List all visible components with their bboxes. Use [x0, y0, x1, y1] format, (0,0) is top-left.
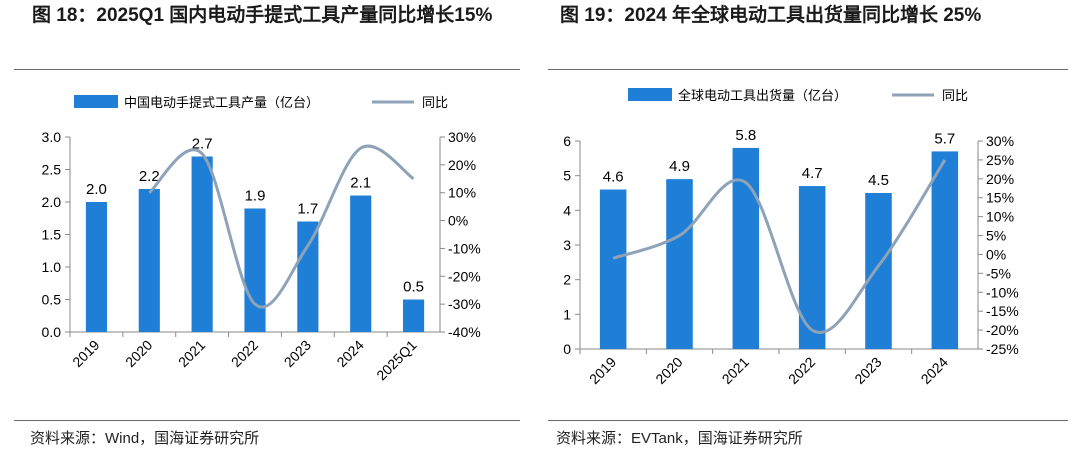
- figure-18-bar-value-label: 1.7: [297, 201, 318, 218]
- figure-18-bar-value-label: 1.9: [245, 188, 266, 205]
- figure-18-legend-bar-label: 中国电动手提式工具产量（亿台）: [124, 95, 319, 110]
- figure-19-chart: 全球电动工具出货量（亿台） 同比 0 1 2 3 4 5 6 -25% -20% -15% -10% -5…: [563, 88, 1019, 387]
- figure-19-top-rule: [548, 69, 1068, 70]
- figure-19-y-left-tick-label: 4: [563, 202, 571, 218]
- figure-18-x-tick-label: 2020: [122, 337, 155, 370]
- figure-19-y-right-tick-label: 20%: [986, 171, 1014, 187]
- figure-18-y-right-tick-label: 20%: [448, 157, 476, 173]
- figure-19-legend-bar-swatch: [628, 88, 672, 101]
- figure-18-bar: [85, 202, 107, 332]
- figure-19-y-left-tick-label: 1: [563, 306, 571, 322]
- figure-19-bar: [865, 193, 892, 349]
- figure-19-y-left-tick-label: 6: [563, 133, 571, 149]
- figure-19-bar: [732, 147, 760, 349]
- figure-18-y-right-tick-label: 30%: [448, 129, 476, 145]
- figure-18-y-left-tick-label: 0.0: [42, 324, 62, 340]
- figure-19-bar: [798, 186, 826, 349]
- figure-18-yoy-line: [148, 144, 415, 309]
- figure-18-y-right-tick-label: 10%: [448, 185, 476, 201]
- figure-18-y-left-tick-label: 2.5: [42, 162, 62, 178]
- figure-19-bottom-rule: [548, 420, 1068, 421]
- figure-19-y-right-tick-label: 10%: [986, 209, 1014, 225]
- figure-18-y-left-tick-label: 3.0: [42, 129, 62, 145]
- figure-19-x-tick-label: 2020: [652, 354, 685, 387]
- figure-19-x-tick-label: 2024: [918, 354, 951, 387]
- figure-19-y-right-tick-label: 0%: [986, 246, 1006, 262]
- figure-18-x-tick-label: 2023: [281, 337, 314, 370]
- figure-18-y-left-tick-label: 1.5: [42, 227, 62, 243]
- figure-19-y-right-tick-label: 5%: [986, 228, 1006, 244]
- figure-19-source: 资料来源：EVTank，国海证券研究所: [556, 430, 803, 447]
- figure-18-x-tick-label: 2019: [69, 337, 102, 370]
- figure-19-legend-line-label: 同比: [942, 88, 968, 103]
- figure-18-bar: [403, 299, 425, 332]
- figure-18-bar-value-label: 2.7: [192, 136, 213, 153]
- figure-18-bar-value-label: 2.2: [139, 168, 160, 185]
- figure-19-y-left-tick-label: 3: [563, 237, 571, 253]
- figure-19-y-right-tick-label: 25%: [986, 152, 1014, 168]
- figure-19-bar-value-label: 4.9: [669, 158, 690, 175]
- figure-19-y-right-tick-label: -10%: [986, 284, 1019, 300]
- figure-19-y-left-tick-label: 5: [563, 168, 571, 184]
- figure-18-y-right-tick-label: -20%: [448, 268, 481, 284]
- figure-18-x-tick-label: 2022: [228, 337, 261, 370]
- figure-19-bar: [599, 189, 627, 349]
- figure-18-title: 图 18：2025Q1 国内电动手提式工具产量同比增长15%: [32, 5, 493, 26]
- figure-18-bar-value-label: 2.1: [350, 175, 371, 192]
- figure-18-bottom-rule: [14, 420, 520, 421]
- figure-18-x-tick-label: 2025Q1: [373, 337, 420, 384]
- figure-19-bar-value-label: 5.8: [735, 127, 756, 144]
- figure-18-y-right-tick-label: -10%: [448, 240, 481, 256]
- figure-18-y-right-tick-label: 0%: [448, 213, 468, 229]
- figure-18-bar: [191, 156, 213, 332]
- figure-19-x-tick-label: 2022: [785, 354, 818, 387]
- figure-18-top-rule: [14, 69, 520, 70]
- figure-19-legend-bar-label: 全球电动工具出货量（亿台）: [678, 88, 847, 103]
- figure-18-bar: [244, 208, 266, 332]
- figure-19-y-right-tick-label: 30%: [986, 133, 1014, 149]
- figure-18-x-tick-label: 2024: [333, 337, 366, 370]
- figure-19-bar-value-label: 4.5: [868, 172, 889, 189]
- figure-18-chart: 中国电动手提式工具产量（亿台） 同比 0.0 0.5 1.0 1.5 2.0 2.5 3.0 -4…: [42, 95, 481, 384]
- figure-19-bar-value-label: 4.6: [603, 169, 624, 186]
- figure-18-bar-value-label: 2.0: [86, 181, 107, 198]
- figure-19-bar: [666, 179, 693, 349]
- figure-18-legend: 中国电动手提式工具产量（亿台） 同比: [74, 95, 448, 110]
- figure-19-x-tick-label: 2021: [719, 354, 752, 387]
- figure-19-yoy-line: [612, 159, 947, 334]
- figure-18-y-right-tick-label: -30%: [448, 296, 481, 312]
- figure-18-y-right-tick-label: -40%: [448, 324, 481, 340]
- figure-18-source: 资料来源：Wind，国海证券研究所: [30, 430, 260, 447]
- figure-18-bar: [138, 189, 160, 332]
- figure-18-y-left-tick-label: 1.0: [42, 259, 62, 275]
- figure-18-bar-value-label: 0.5: [403, 279, 424, 296]
- figure-18-legend-bar-swatch: [74, 95, 118, 108]
- figure-19-y-right-tick-label: 15%: [986, 190, 1014, 206]
- figure-18-x-tick-label: 2021: [175, 337, 208, 370]
- figure-18-y-left-tick-label: 2.0: [42, 194, 62, 210]
- figure-18-bar: [297, 221, 319, 332]
- figure-19-title: 图 19：2024 年全球电动工具出货量同比增长 25%: [560, 5, 982, 26]
- figure-19-y-left-tick-label: 0: [563, 341, 571, 357]
- figure-19-y-right-tick-label: -20%: [986, 322, 1019, 338]
- figure-19-y-right-tick-label: -15%: [986, 303, 1019, 319]
- figure-19-bar: [931, 151, 959, 349]
- figure-19-bar-value-label: 4.7: [802, 165, 823, 182]
- figure-19-legend: 全球电动工具出货量（亿台） 同比: [628, 88, 968, 103]
- figure-18-bar: [350, 195, 372, 332]
- figure-19-x-tick-label: 2019: [586, 354, 619, 387]
- figure-18-legend-line-label: 同比: [422, 95, 448, 110]
- figure-19-y-right-tick-label: -5%: [986, 265, 1011, 281]
- figure-19-x-tick-label: 2023: [851, 354, 884, 387]
- figure-19-bar-value-label: 5.7: [934, 130, 955, 147]
- figure-18-y-left-tick-label: 0.5: [42, 292, 62, 308]
- figure-19-y-right-tick-label: -25%: [986, 341, 1019, 357]
- figure-19-y-left-tick-label: 2: [563, 272, 571, 288]
